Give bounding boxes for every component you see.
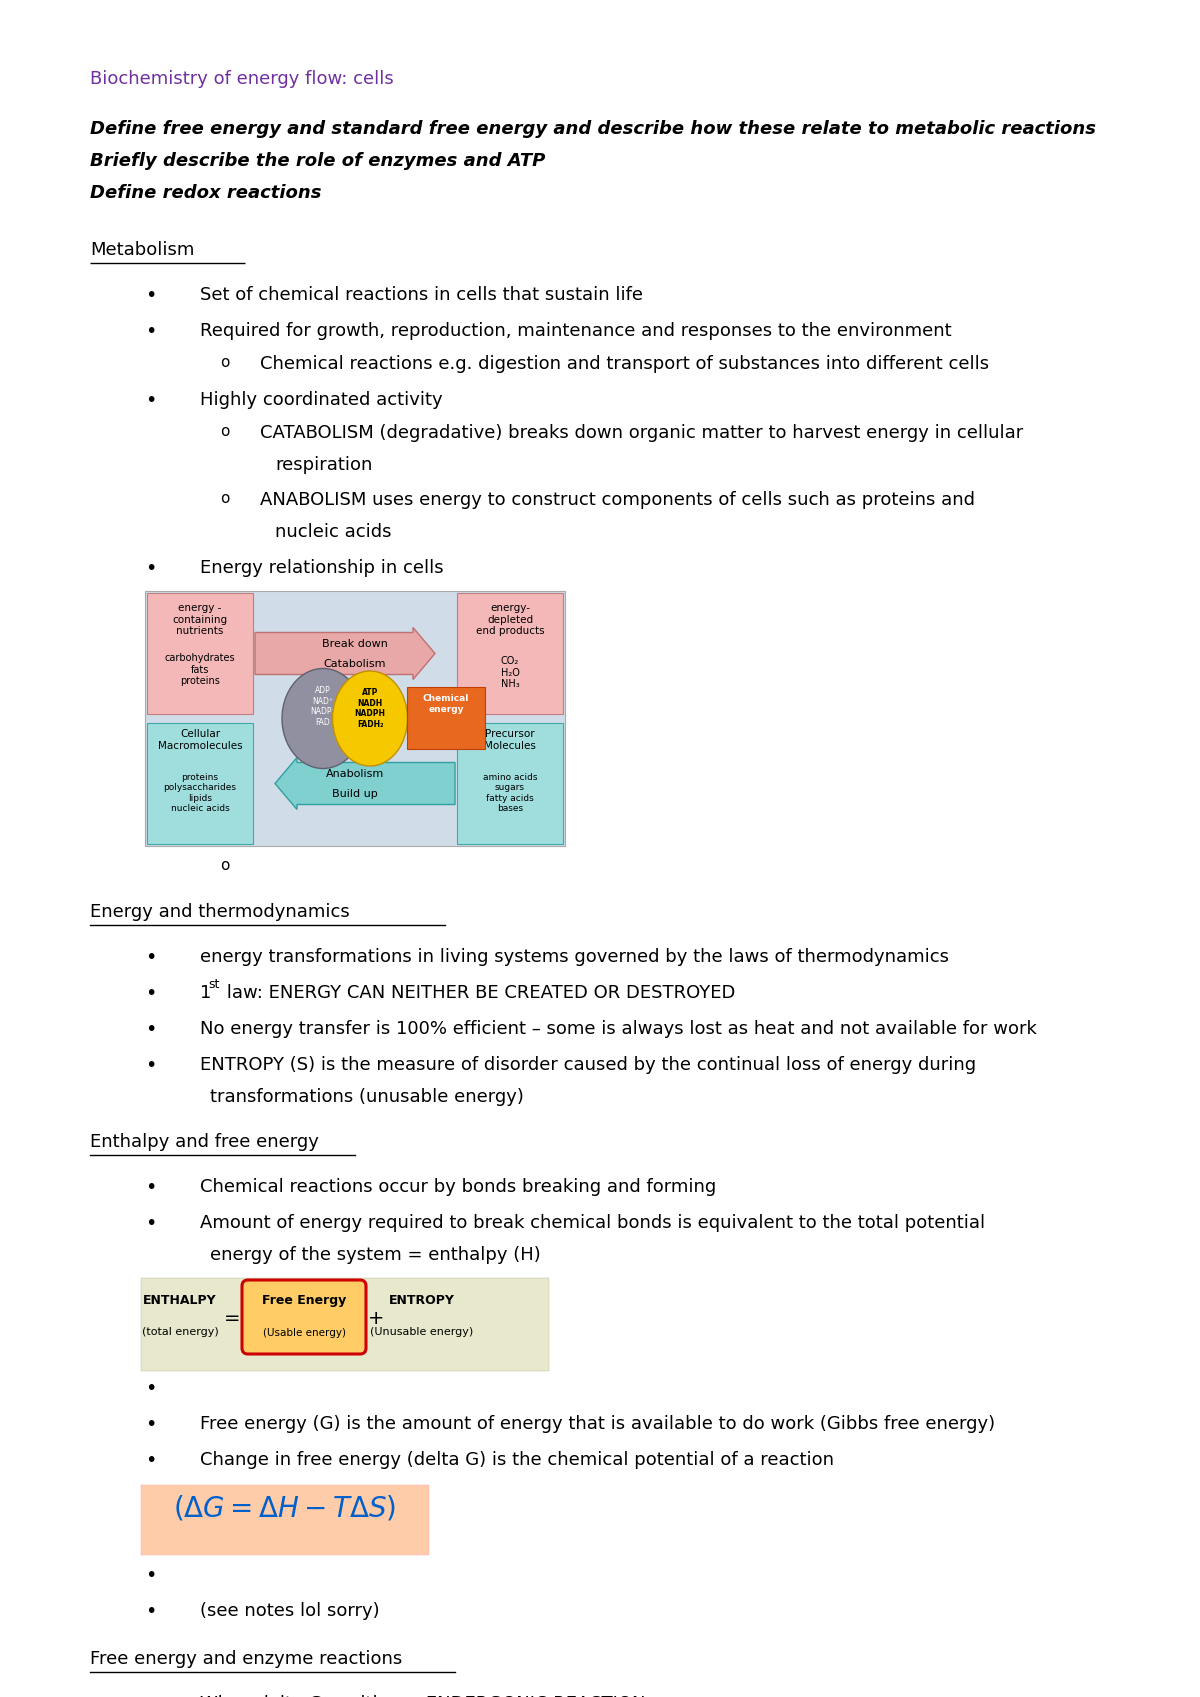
Text: CATABOLISM (degradative) breaks down organic matter to harvest energy in cellula: CATABOLISM (degradative) breaks down org… bbox=[260, 424, 1024, 441]
Text: •: • bbox=[145, 287, 156, 305]
FancyBboxPatch shape bbox=[142, 1278, 550, 1371]
Text: CO₂
H₂O
NH₃: CO₂ H₂O NH₃ bbox=[500, 657, 520, 689]
Text: •: • bbox=[145, 1451, 156, 1470]
FancyArrow shape bbox=[275, 757, 455, 809]
Text: Free Energy: Free Energy bbox=[262, 1295, 346, 1307]
Text: •: • bbox=[145, 1178, 156, 1196]
Text: Biochemistry of energy flow: cells: Biochemistry of energy flow: cells bbox=[90, 70, 394, 88]
Text: o: o bbox=[220, 859, 229, 872]
Text: •: • bbox=[145, 949, 156, 967]
FancyBboxPatch shape bbox=[142, 1485, 430, 1554]
Text: •: • bbox=[145, 1380, 156, 1398]
Text: Cellular
Macromolecules: Cellular Macromolecules bbox=[157, 730, 242, 750]
Text: o: o bbox=[220, 355, 229, 370]
Text: energy of the system = enthalpy (H): energy of the system = enthalpy (H) bbox=[210, 1246, 541, 1264]
Text: Amount of energy required to break chemical bonds is equivalent to the total pot: Amount of energy required to break chemi… bbox=[200, 1213, 985, 1232]
Text: Precursor
Molecules: Precursor Molecules bbox=[484, 730, 536, 750]
Text: 1: 1 bbox=[200, 984, 211, 1001]
Text: Energy relationship in cells: Energy relationship in cells bbox=[200, 558, 444, 577]
Text: energy-
depleted
end products: energy- depleted end products bbox=[475, 602, 545, 636]
Text: Change in free energy (delta G) is the chemical potential of a reaction: Change in free energy (delta G) is the c… bbox=[200, 1451, 834, 1470]
Text: Enthalpy and free energy: Enthalpy and free energy bbox=[90, 1134, 319, 1151]
Ellipse shape bbox=[332, 670, 408, 765]
Text: Build up: Build up bbox=[332, 789, 378, 799]
Text: nucleic acids: nucleic acids bbox=[275, 523, 391, 541]
Text: o: o bbox=[220, 490, 229, 506]
Text: st: st bbox=[208, 977, 220, 991]
Text: ENTHALPY: ENTHALPY bbox=[143, 1295, 217, 1307]
Text: Set of chemical reactions in cells that sustain life: Set of chemical reactions in cells that … bbox=[200, 287, 643, 304]
Text: ENTROPY (S) is the measure of disorder caused by the continual loss of energy du: ENTROPY (S) is the measure of disorder c… bbox=[200, 1056, 976, 1074]
FancyArrow shape bbox=[254, 628, 436, 679]
Text: Energy and thermodynamics: Energy and thermodynamics bbox=[90, 903, 349, 921]
Text: Chemical
energy: Chemical energy bbox=[422, 694, 469, 714]
Text: o: o bbox=[220, 424, 229, 440]
Text: Define free energy and standard free energy and describe how these relate to met: Define free energy and standard free ene… bbox=[90, 120, 1096, 137]
Text: ADP
NAD⁺
NADP⁺
FAD: ADP NAD⁺ NADP⁺ FAD bbox=[310, 687, 336, 726]
Text: Required for growth, reproduction, maintenance and responses to the environment: Required for growth, reproduction, maint… bbox=[200, 322, 952, 339]
Text: •: • bbox=[145, 1056, 156, 1074]
Text: •: • bbox=[145, 322, 156, 341]
Text: energy -
containing
nutrients: energy - containing nutrients bbox=[173, 602, 228, 636]
Text: (Unusable energy): (Unusable energy) bbox=[371, 1327, 474, 1337]
Text: •: • bbox=[145, 1695, 156, 1697]
Text: Define redox reactions: Define redox reactions bbox=[90, 183, 322, 202]
Text: (total energy): (total energy) bbox=[142, 1327, 218, 1337]
Text: ENTROPY: ENTROPY bbox=[389, 1295, 455, 1307]
Text: ATP
NADH
NADPH
FADH₂: ATP NADH NADPH FADH₂ bbox=[354, 689, 385, 728]
Text: proteins
polysaccharides
lipids
nucleic acids: proteins polysaccharides lipids nucleic … bbox=[163, 774, 236, 813]
Text: +: + bbox=[367, 1308, 384, 1329]
Text: carbohydrates
fats
proteins: carbohydrates fats proteins bbox=[164, 653, 235, 686]
Text: No energy transfer is 100% efficient – some is always lost as heat and not avail: No energy transfer is 100% efficient – s… bbox=[200, 1020, 1037, 1039]
Text: (see notes lol sorry): (see notes lol sorry) bbox=[200, 1602, 379, 1621]
Text: When delta G positive = ENDERGONIC REACTION: When delta G positive = ENDERGONIC REACT… bbox=[200, 1695, 646, 1697]
Text: energy transformations in living systems governed by the laws of thermodynamics: energy transformations in living systems… bbox=[200, 949, 949, 966]
FancyBboxPatch shape bbox=[148, 592, 253, 714]
FancyBboxPatch shape bbox=[457, 723, 563, 843]
FancyBboxPatch shape bbox=[242, 1280, 366, 1354]
Text: •: • bbox=[145, 984, 156, 1003]
Text: respiration: respiration bbox=[275, 456, 372, 473]
Text: Free energy (G) is the amount of energy that is available to do work (Gibbs free: Free energy (G) is the amount of energy … bbox=[200, 1415, 995, 1432]
Text: •: • bbox=[145, 1602, 156, 1621]
Text: •: • bbox=[145, 1566, 156, 1585]
Text: Break down: Break down bbox=[322, 640, 388, 650]
Text: Briefly describe the role of enzymes and ATP: Briefly describe the role of enzymes and… bbox=[90, 153, 545, 170]
Text: Anabolism: Anabolism bbox=[326, 769, 384, 779]
Text: •: • bbox=[145, 1020, 156, 1039]
Ellipse shape bbox=[282, 669, 364, 769]
Text: law: ENERGY CAN NEITHER BE CREATED OR DESTROYED: law: ENERGY CAN NEITHER BE CREATED OR DE… bbox=[221, 984, 736, 1001]
Text: Chemical reactions occur by bonds breaking and forming: Chemical reactions occur by bonds breaki… bbox=[200, 1178, 716, 1196]
Text: Free energy and enzyme reactions: Free energy and enzyme reactions bbox=[90, 1649, 402, 1668]
Text: •: • bbox=[145, 390, 156, 411]
Text: transformations (unusable energy): transformations (unusable energy) bbox=[210, 1088, 524, 1106]
Text: •: • bbox=[145, 1415, 156, 1434]
Text: ANABOLISM uses energy to construct components of cells such as proteins and: ANABOLISM uses energy to construct compo… bbox=[260, 490, 974, 509]
Text: amino acids
sugars
fatty acids
bases: amino acids sugars fatty acids bases bbox=[482, 774, 538, 813]
FancyBboxPatch shape bbox=[145, 591, 565, 847]
Text: •: • bbox=[145, 558, 156, 579]
Text: Catabolism: Catabolism bbox=[324, 660, 386, 670]
FancyBboxPatch shape bbox=[457, 592, 563, 714]
FancyBboxPatch shape bbox=[148, 723, 253, 843]
Text: Chemical reactions e.g. digestion and transport of substances into different cel: Chemical reactions e.g. digestion and tr… bbox=[260, 355, 989, 373]
Text: $(\Delta G = \Delta H - T\Delta S)$: $(\Delta G = \Delta H - T\Delta S)$ bbox=[173, 1493, 397, 1522]
Text: =: = bbox=[223, 1308, 240, 1329]
Text: (Usable energy): (Usable energy) bbox=[263, 1329, 346, 1337]
FancyBboxPatch shape bbox=[407, 687, 485, 750]
Text: Metabolism: Metabolism bbox=[90, 241, 194, 260]
Text: Highly coordinated activity: Highly coordinated activity bbox=[200, 390, 443, 409]
Text: •: • bbox=[145, 1213, 156, 1234]
